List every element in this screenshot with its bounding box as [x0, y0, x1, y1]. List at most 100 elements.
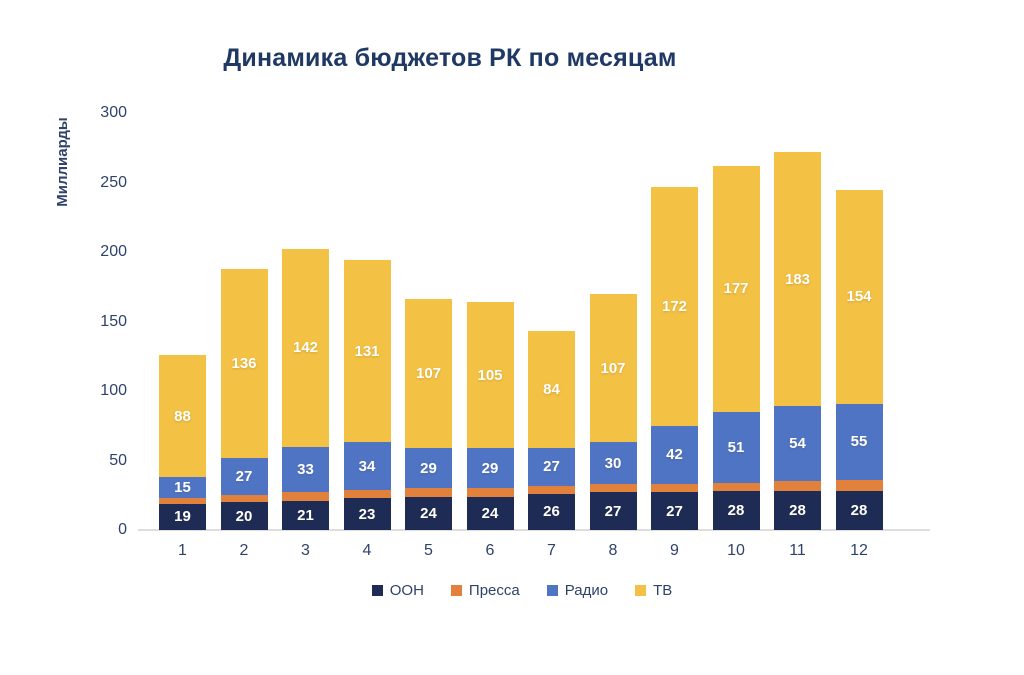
segment-ООН-month-8: 27 [589, 492, 637, 530]
data-label: 19 [174, 508, 191, 526]
data-label: 54 [789, 435, 806, 453]
x-tick-label: 3 [301, 542, 310, 559]
data-label: 24 [420, 504, 437, 522]
segment-Пресса-month-7 [528, 485, 575, 494]
legend-item-Пресса: Пресса [450, 582, 520, 599]
x-tick-label: 9 [670, 542, 679, 559]
plot-area: 88 15 19 136 27 20 142 33 21 131 34 23 107 29 24 105 29 2… [159, 151, 883, 530]
segment-ООН-month-11: 28 [774, 491, 821, 530]
bar-month-8: 107 30 27 [589, 293, 637, 530]
segment-ТВ-month-6: 105 [466, 302, 514, 449]
segment-ТВ-month-12: 154 [835, 189, 883, 404]
y-tick-label: 200 [100, 243, 127, 260]
y-tick-label: 250 [100, 173, 127, 191]
segment-Пресса-month-10 [712, 482, 760, 492]
segment-ООН-month-10: 28 [712, 491, 760, 530]
data-label: 27 [666, 502, 683, 520]
segment-Радио-month-12: 55 [835, 403, 883, 480]
segment-ТВ-month-11: 183 [774, 151, 821, 407]
data-label: 29 [420, 459, 437, 477]
segment-ТВ-month-7: 84 [528, 331, 575, 449]
data-label: 142 [292, 339, 319, 357]
segment-Пресса-month-8 [589, 484, 637, 493]
data-label: 131 [354, 342, 380, 360]
y-tick-label: 50 [109, 451, 127, 469]
bar-month-10: 177 51 28 [712, 165, 760, 530]
y-tick-label: 100 [100, 382, 127, 399]
bar-month-4: 131 34 23 [343, 260, 391, 530]
data-label: 28 [727, 502, 745, 520]
x-axis-line [138, 529, 930, 531]
y-axis: 0 50 100 150 200 250 300 [60, 0, 127, 675]
segment-ТВ-month-9: 172 [651, 186, 698, 426]
x-tick-label: 12 [850, 542, 868, 559]
segment-Радио-month-2: 27 [220, 457, 268, 496]
segment-ООН-month-5: 24 [405, 496, 452, 530]
segment-ООН-month-3: 21 [282, 500, 329, 530]
data-label: 20 [235, 507, 253, 525]
bar-month-3: 142 33 21 [282, 249, 329, 530]
data-label: 21 [297, 506, 314, 524]
x-tick-label: 6 [485, 542, 495, 559]
segment-Радио-month-4: 34 [343, 442, 391, 490]
segment-ТВ-month-5: 107 [405, 299, 452, 449]
bar-month-1: 88 15 19 [159, 354, 206, 530]
data-label: 28 [850, 502, 868, 520]
segment-ТВ-month-4: 131 [343, 260, 391, 443]
segment-Пресса-month-12 [835, 479, 883, 492]
data-label: 42 [666, 446, 683, 464]
segment-Радио-month-1: 15 [159, 477, 206, 499]
segment-Радио-month-6: 29 [466, 448, 514, 489]
segment-Пресса-month-11 [774, 481, 821, 492]
data-label: 172 [661, 297, 688, 315]
segment-ООН-month-6: 24 [466, 496, 514, 530]
y-tick-label: 300 [100, 104, 127, 121]
y-tick-label: 0 [118, 521, 127, 538]
data-label: 28 [789, 502, 806, 520]
segment-Пресса-month-4 [343, 489, 391, 499]
x-tick-label: 4 [362, 542, 372, 559]
segment-Радио-month-9: 42 [651, 425, 698, 485]
legend-swatch [371, 585, 383, 596]
legend-label: Пресса [468, 582, 520, 599]
segment-Пресса-month-6 [466, 488, 514, 497]
legend-item-Радио: Радио [546, 582, 609, 599]
x-tick-label: 1 [178, 542, 187, 559]
legend: ООН Пресса Радио ТВ [160, 582, 884, 599]
x-tick-label: 8 [608, 542, 618, 559]
data-label: 29 [481, 459, 499, 477]
bar-month-7: 84 27 26 [528, 331, 575, 530]
data-label: 88 [174, 407, 191, 425]
data-label: 177 [723, 280, 749, 298]
segment-ТВ-month-1: 88 [159, 354, 206, 478]
bar-month-12: 154 55 28 [835, 189, 883, 530]
data-label: 136 [231, 354, 257, 372]
bar-month-6: 105 29 24 [466, 302, 514, 530]
data-label: 107 [600, 359, 626, 377]
segment-ТВ-month-10: 177 [712, 165, 760, 412]
segment-ТВ-month-3: 142 [282, 249, 329, 447]
data-label: 30 [604, 454, 622, 472]
legend-label: Радио [564, 582, 609, 599]
x-tick-label: 10 [727, 542, 745, 559]
bar-month-11: 183 54 28 [774, 151, 821, 530]
data-label: 183 [784, 270, 811, 288]
data-label: 27 [235, 468, 253, 485]
segment-ТВ-month-2: 136 [220, 268, 268, 458]
data-label: 23 [358, 505, 376, 523]
segment-ООН-month-2: 20 [220, 502, 268, 530]
x-axis-labels: 1 2 3 4 5 6 7 8 9 10 11 12 [159, 542, 883, 560]
legend-swatch [546, 585, 558, 596]
legend-swatch [450, 585, 462, 596]
data-label: 107 [415, 365, 442, 383]
chart-title: Динамика бюджетов РК по месяцам [223, 44, 677, 72]
segment-Радио-month-3: 33 [282, 446, 329, 493]
bar-month-5: 107 29 24 [405, 299, 452, 530]
data-label: 34 [358, 457, 376, 475]
x-tick-label: 2 [239, 542, 249, 559]
x-tick-label: 5 [424, 542, 433, 559]
segment-Радио-month-5: 29 [405, 448, 452, 489]
bar-month-9: 172 42 27 [651, 186, 698, 530]
legend-label: ООН [389, 582, 424, 599]
